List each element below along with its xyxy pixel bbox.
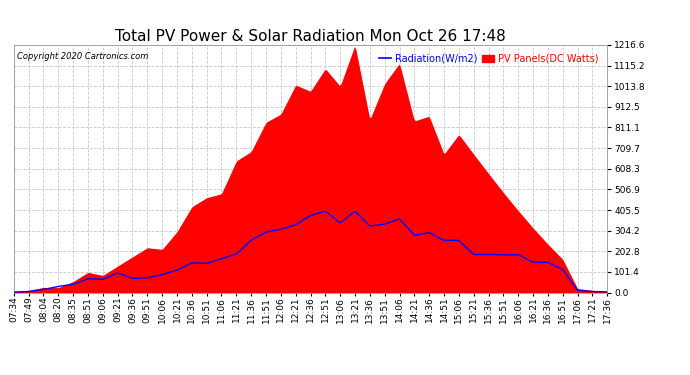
Legend: Radiation(W/m2), PV Panels(DC Watts): Radiation(W/m2), PV Panels(DC Watts) xyxy=(375,50,602,68)
Text: Copyright 2020 Cartronics.com: Copyright 2020 Cartronics.com xyxy=(17,53,148,62)
Title: Total PV Power & Solar Radiation Mon Oct 26 17:48: Total PV Power & Solar Radiation Mon Oct… xyxy=(115,29,506,44)
